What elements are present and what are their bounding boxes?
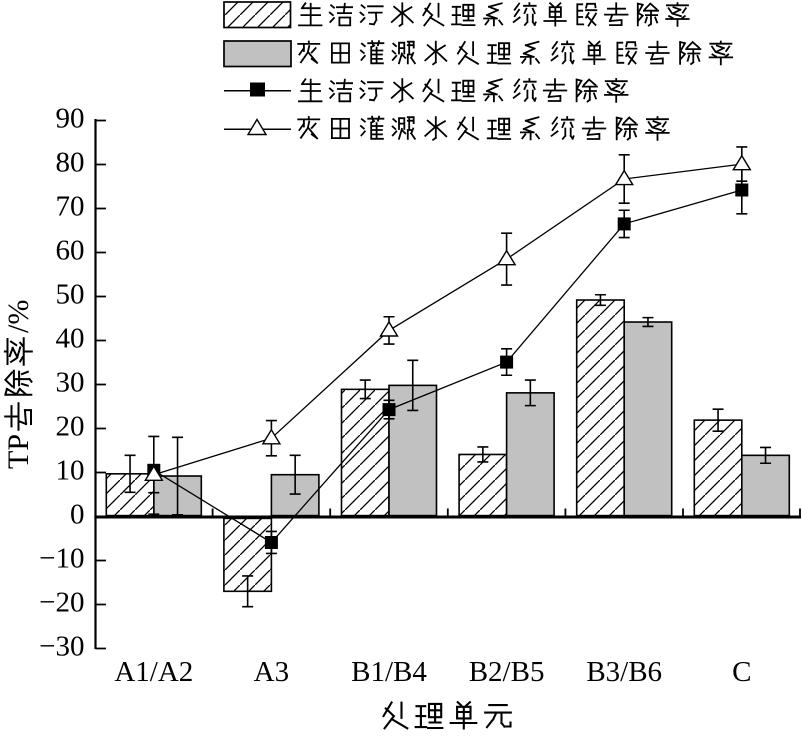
svg-text:50: 50 — [56, 279, 85, 311]
svg-text:40: 40 — [56, 323, 85, 355]
svg-text:A3: A3 — [254, 656, 289, 688]
svg-text:C: C — [732, 656, 751, 688]
svg-text:−20: −20 — [39, 587, 84, 619]
svg-text:B2/B5: B2/B5 — [469, 656, 545, 688]
svg-text:0: 0 — [70, 499, 85, 531]
svg-text:30: 30 — [56, 367, 85, 399]
svg-text:/%: /% — [2, 300, 35, 333]
svg-text:80: 80 — [56, 147, 85, 179]
svg-text:10: 10 — [56, 455, 85, 487]
svg-text:−30: −30 — [39, 631, 84, 663]
svg-text:B1/B4: B1/B4 — [351, 656, 427, 688]
svg-text:B3/B6: B3/B6 — [586, 656, 662, 688]
svg-text:20: 20 — [56, 411, 85, 443]
svg-text:60: 60 — [56, 235, 85, 267]
svg-text:A1/A2: A1/A2 — [114, 656, 193, 688]
svg-text:90: 90 — [56, 103, 85, 135]
svg-text:TP: TP — [2, 434, 35, 469]
svg-text:70: 70 — [56, 191, 85, 223]
svg-text:−10: −10 — [39, 543, 84, 575]
